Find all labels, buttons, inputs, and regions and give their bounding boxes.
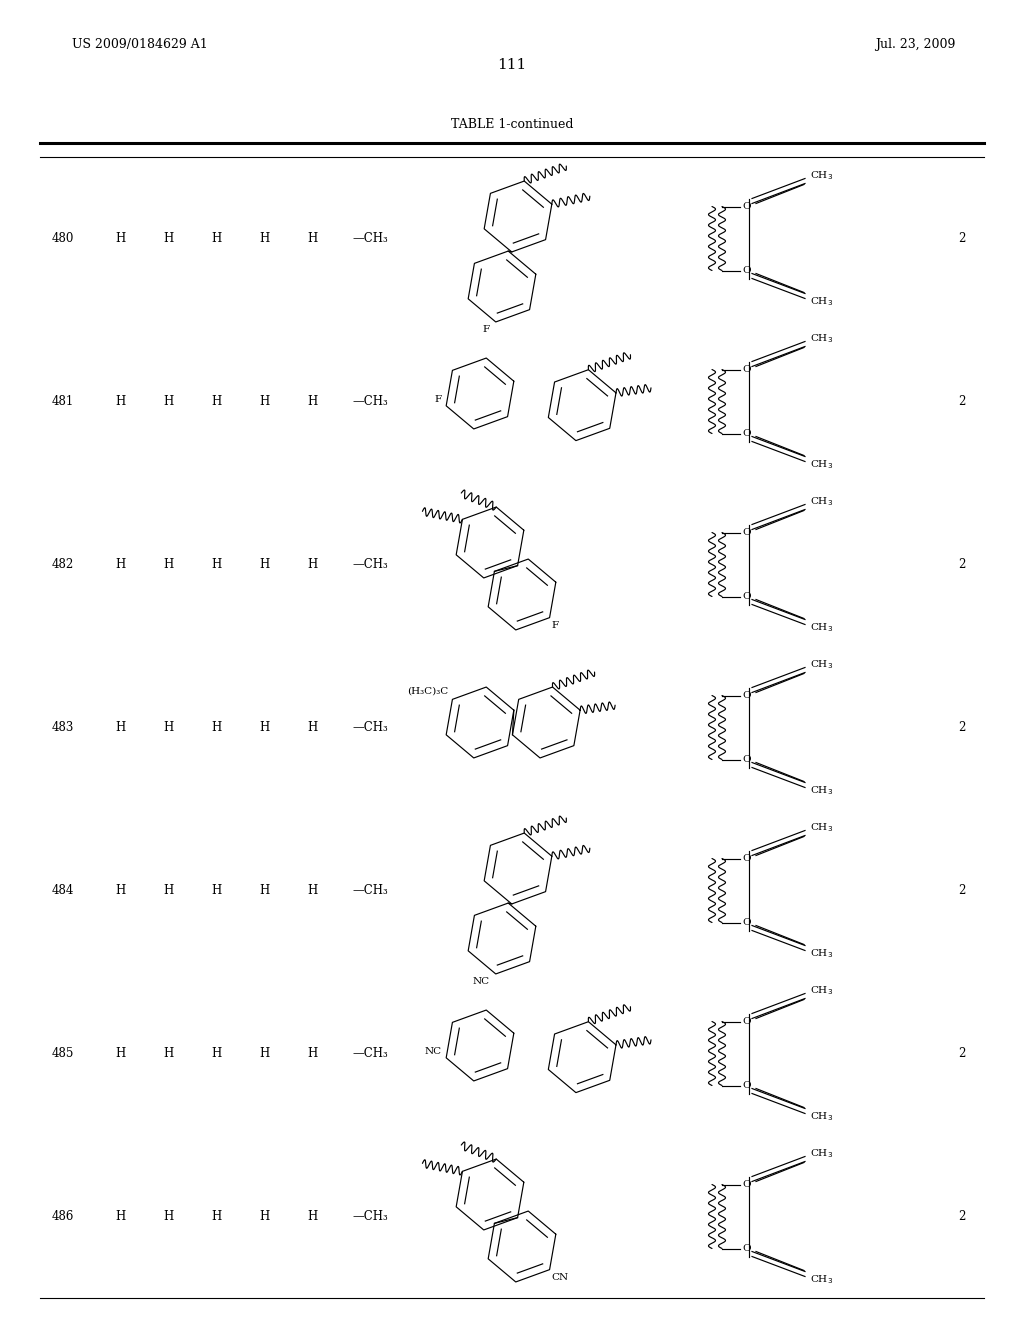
- Text: O: O: [742, 429, 751, 438]
- Text: H: H: [211, 1210, 221, 1224]
- Text: H: H: [259, 232, 269, 246]
- Text: CH$_3$: CH$_3$: [810, 948, 834, 960]
- Text: H: H: [115, 721, 125, 734]
- Text: H: H: [307, 721, 317, 734]
- Text: NC: NC: [473, 977, 489, 986]
- Text: O: O: [742, 1243, 751, 1253]
- Text: 111: 111: [498, 58, 526, 73]
- Text: O: O: [742, 267, 751, 275]
- Text: H: H: [307, 1047, 317, 1060]
- Text: 485: 485: [52, 1047, 75, 1060]
- Text: H: H: [115, 558, 125, 572]
- Text: 483: 483: [52, 721, 75, 734]
- Text: H: H: [211, 232, 221, 246]
- Text: O: O: [742, 1081, 751, 1090]
- Text: 484: 484: [52, 884, 75, 898]
- Text: H: H: [259, 721, 269, 734]
- Text: —CH₃: —CH₃: [352, 558, 388, 572]
- Text: H: H: [115, 232, 125, 246]
- Text: 2: 2: [958, 232, 966, 246]
- Text: H: H: [211, 1047, 221, 1060]
- Text: CH$_3$: CH$_3$: [810, 821, 834, 834]
- Text: 2: 2: [958, 395, 966, 408]
- Text: O: O: [742, 1016, 751, 1026]
- Text: —CH₃: —CH₃: [352, 884, 388, 898]
- Text: 2: 2: [958, 884, 966, 898]
- Text: H: H: [259, 884, 269, 898]
- Text: —CH₃: —CH₃: [352, 1047, 388, 1060]
- Text: CH$_3$: CH$_3$: [810, 333, 834, 345]
- Text: O: O: [742, 917, 751, 927]
- Text: F: F: [434, 395, 441, 404]
- Text: H: H: [115, 1210, 125, 1224]
- Text: F: F: [552, 620, 559, 630]
- Text: H: H: [307, 884, 317, 898]
- Text: —CH₃: —CH₃: [352, 1210, 388, 1224]
- Text: 2: 2: [958, 558, 966, 572]
- Text: 486: 486: [52, 1210, 75, 1224]
- Text: CH$_3$: CH$_3$: [810, 495, 834, 508]
- Text: O: O: [742, 202, 751, 211]
- Text: 482: 482: [52, 558, 75, 572]
- Text: CH$_3$: CH$_3$: [810, 784, 834, 797]
- Text: H: H: [307, 558, 317, 572]
- Text: CN: CN: [552, 1272, 568, 1282]
- Text: (H₃C)₃C: (H₃C)₃C: [408, 686, 449, 696]
- Text: O: O: [742, 1180, 751, 1189]
- Text: H: H: [163, 395, 173, 408]
- Text: H: H: [307, 395, 317, 408]
- Text: H: H: [259, 1047, 269, 1060]
- Text: H: H: [211, 884, 221, 898]
- Text: H: H: [163, 1210, 173, 1224]
- Text: CH$_3$: CH$_3$: [810, 1147, 834, 1160]
- Text: CH$_3$: CH$_3$: [810, 659, 834, 671]
- Text: H: H: [259, 395, 269, 408]
- Text: TABLE 1-continued: TABLE 1-continued: [451, 117, 573, 131]
- Text: —CH₃: —CH₃: [352, 721, 388, 734]
- Text: CH$_3$: CH$_3$: [810, 622, 834, 634]
- Text: CH$_3$: CH$_3$: [810, 1272, 834, 1286]
- Text: H: H: [211, 721, 221, 734]
- Text: H: H: [211, 558, 221, 572]
- Text: 481: 481: [52, 395, 75, 408]
- Text: 2: 2: [958, 1210, 966, 1224]
- Text: O: O: [742, 366, 751, 374]
- Text: O: O: [742, 755, 751, 764]
- Text: F: F: [482, 325, 489, 334]
- Text: H: H: [307, 232, 317, 246]
- Text: H: H: [115, 1047, 125, 1060]
- Text: H: H: [259, 1210, 269, 1224]
- Text: H: H: [211, 395, 221, 408]
- Text: 2: 2: [958, 1047, 966, 1060]
- Text: H: H: [163, 884, 173, 898]
- Text: US 2009/0184629 A1: US 2009/0184629 A1: [72, 38, 208, 51]
- Text: CH$_3$: CH$_3$: [810, 169, 834, 182]
- Text: H: H: [163, 558, 173, 572]
- Text: O: O: [742, 591, 751, 601]
- Text: Jul. 23, 2009: Jul. 23, 2009: [874, 38, 955, 51]
- Text: H: H: [115, 395, 125, 408]
- Text: H: H: [259, 558, 269, 572]
- Text: —CH₃: —CH₃: [352, 395, 388, 408]
- Text: H: H: [163, 232, 173, 246]
- Text: O: O: [742, 854, 751, 863]
- Text: CH$_3$: CH$_3$: [810, 985, 834, 997]
- Text: NC: NC: [424, 1047, 441, 1056]
- Text: CH$_3$: CH$_3$: [810, 296, 834, 308]
- Text: —CH₃: —CH₃: [352, 232, 388, 246]
- Text: O: O: [742, 690, 751, 700]
- Text: H: H: [163, 1047, 173, 1060]
- Text: 480: 480: [52, 232, 75, 246]
- Text: CH$_3$: CH$_3$: [810, 1110, 834, 1123]
- Text: H: H: [163, 721, 173, 734]
- Text: H: H: [115, 884, 125, 898]
- Text: H: H: [307, 1210, 317, 1224]
- Text: O: O: [742, 528, 751, 537]
- Text: 2: 2: [958, 721, 966, 734]
- Text: CH$_3$: CH$_3$: [810, 458, 834, 471]
